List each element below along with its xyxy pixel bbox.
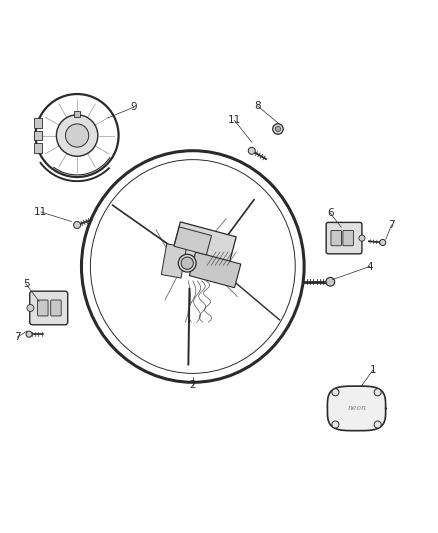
Circle shape bbox=[66, 124, 89, 147]
Text: 11: 11 bbox=[34, 207, 47, 217]
FancyBboxPatch shape bbox=[51, 300, 61, 316]
Text: 7: 7 bbox=[388, 220, 395, 230]
Circle shape bbox=[380, 239, 386, 246]
Text: 6: 6 bbox=[327, 208, 334, 218]
FancyBboxPatch shape bbox=[34, 118, 42, 128]
Text: 2: 2 bbox=[190, 380, 196, 390]
Circle shape bbox=[248, 147, 255, 154]
Text: 1: 1 bbox=[369, 366, 376, 375]
Ellipse shape bbox=[90, 159, 295, 374]
FancyBboxPatch shape bbox=[34, 131, 42, 140]
FancyBboxPatch shape bbox=[74, 111, 80, 117]
Circle shape bbox=[27, 304, 34, 311]
FancyBboxPatch shape bbox=[326, 222, 362, 254]
Circle shape bbox=[57, 115, 98, 156]
Circle shape bbox=[276, 126, 281, 132]
FancyBboxPatch shape bbox=[331, 230, 342, 246]
Polygon shape bbox=[328, 386, 385, 431]
Circle shape bbox=[273, 124, 283, 134]
Circle shape bbox=[332, 421, 339, 428]
Circle shape bbox=[374, 389, 381, 396]
Text: 7: 7 bbox=[14, 332, 21, 342]
Text: 9: 9 bbox=[131, 102, 137, 112]
Text: 4: 4 bbox=[366, 262, 373, 271]
Circle shape bbox=[359, 235, 365, 241]
Text: 8: 8 bbox=[254, 101, 261, 111]
Polygon shape bbox=[170, 222, 236, 278]
Circle shape bbox=[35, 94, 119, 177]
Circle shape bbox=[74, 222, 81, 229]
Text: neon: neon bbox=[347, 405, 366, 413]
FancyBboxPatch shape bbox=[343, 230, 353, 246]
Circle shape bbox=[178, 254, 196, 272]
FancyBboxPatch shape bbox=[30, 291, 68, 325]
Polygon shape bbox=[174, 227, 212, 255]
Text: 11: 11 bbox=[228, 115, 241, 125]
Polygon shape bbox=[161, 244, 187, 278]
Circle shape bbox=[26, 331, 32, 337]
Circle shape bbox=[181, 257, 193, 269]
Circle shape bbox=[332, 389, 339, 396]
Circle shape bbox=[374, 421, 381, 428]
FancyBboxPatch shape bbox=[38, 300, 48, 316]
FancyBboxPatch shape bbox=[34, 143, 42, 152]
Text: 5: 5 bbox=[23, 279, 29, 289]
Circle shape bbox=[326, 277, 335, 286]
Polygon shape bbox=[189, 252, 241, 288]
